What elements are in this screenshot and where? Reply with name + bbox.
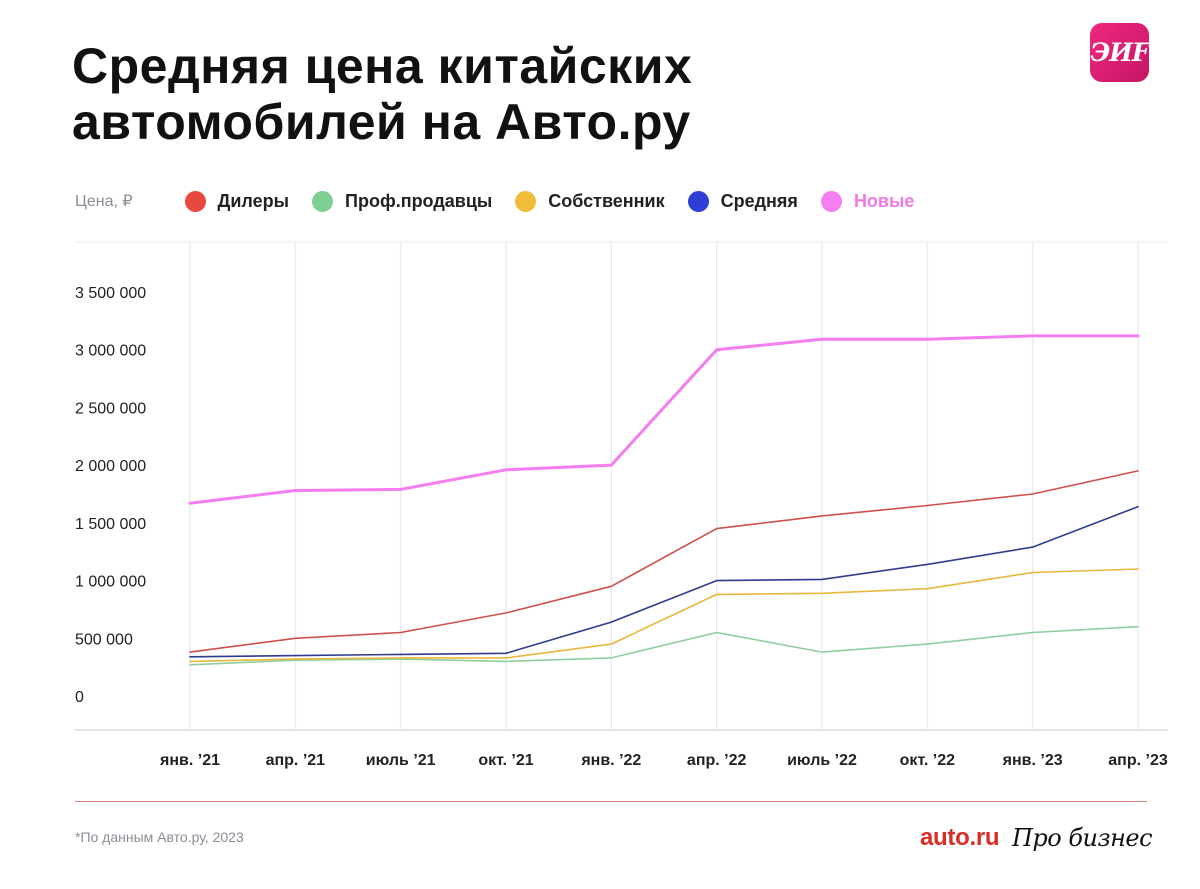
x-tick-label: окт. ’22 (900, 752, 955, 769)
x-tick-label: янв. ’22 (580, 752, 641, 769)
series-line-2 (189, 568, 1139, 663)
x-tick-label: окт. ’21 (478, 752, 533, 769)
legend-label-new: Новые (853, 190, 915, 211)
y-axis-label: Цена, ₽ (75, 193, 133, 210)
legend-dot-dealers (184, 190, 206, 212)
legend-item-new: Новые (820, 190, 915, 212)
legend-item-dealers: Дилеры (184, 190, 290, 212)
legend-dot-prof-sellers (312, 190, 334, 212)
y-tick-label: 2 000 000 (75, 458, 146, 475)
series-line-1 (189, 625, 1139, 666)
series-line-3 (189, 505, 1139, 658)
legend-label-average: Средняя (720, 190, 798, 211)
legend: Цена, ₽ Дилеры Проф.продавцы Собственник… (75, 188, 937, 214)
x-tick-label: янв. ’21 (159, 752, 220, 769)
legend-item-prof-sellers: Проф.продавцы (312, 190, 493, 212)
source-footnote: *По данным Авто.ру, 2023 (75, 829, 244, 845)
legend-label-owner: Собственник (548, 190, 665, 211)
line-chart: 0 500 000 1 000 000 1 500 000 2 000 000 2 500… (75, 241, 1168, 769)
x-tick-label: янв. ’23 (1002, 752, 1063, 769)
x-tick-label: июль ’21 (366, 752, 436, 769)
y-tick-label: 1 000 000 (75, 574, 146, 591)
footer-divider (75, 801, 1147, 802)
y-tick-label: 0 (75, 689, 84, 706)
legend-item-average: Средняя (687, 190, 798, 212)
y-tick-label: 2 500 000 (75, 400, 146, 417)
series-line-4 (188, 334, 1140, 505)
auto-ru-logo: auto.ru (920, 824, 1000, 851)
legend-item-owner: Собственник (515, 190, 665, 212)
x-tick-label: апр. ’23 (1108, 752, 1168, 769)
y-tick-label: 500 000 (75, 631, 133, 648)
chart-title: Средняя цена китайских автомобилей на Ав… (72, 38, 693, 150)
legend-dot-average (687, 190, 709, 212)
aif-logo: ЭИF (1090, 23, 1150, 82)
x-tick-label: июль ’22 (787, 752, 857, 769)
x-tick-label: апр. ’21 (266, 752, 326, 769)
y-tick-label: 1 500 000 (75, 516, 146, 533)
legend-label-prof-sellers: Проф.продавцы (345, 190, 493, 211)
legend-dot-owner (515, 190, 537, 212)
y-tick-label: 3 500 000 (75, 285, 146, 302)
pro-biznes-logo: Про бизнес (1012, 824, 1153, 852)
legend-dot-new (820, 190, 842, 212)
x-tick-label: апр. ’22 (687, 752, 747, 769)
series-line-0 (189, 470, 1139, 653)
y-tick-label: 3 000 000 (75, 343, 146, 360)
legend-label-dealers: Дилеры (217, 190, 290, 211)
